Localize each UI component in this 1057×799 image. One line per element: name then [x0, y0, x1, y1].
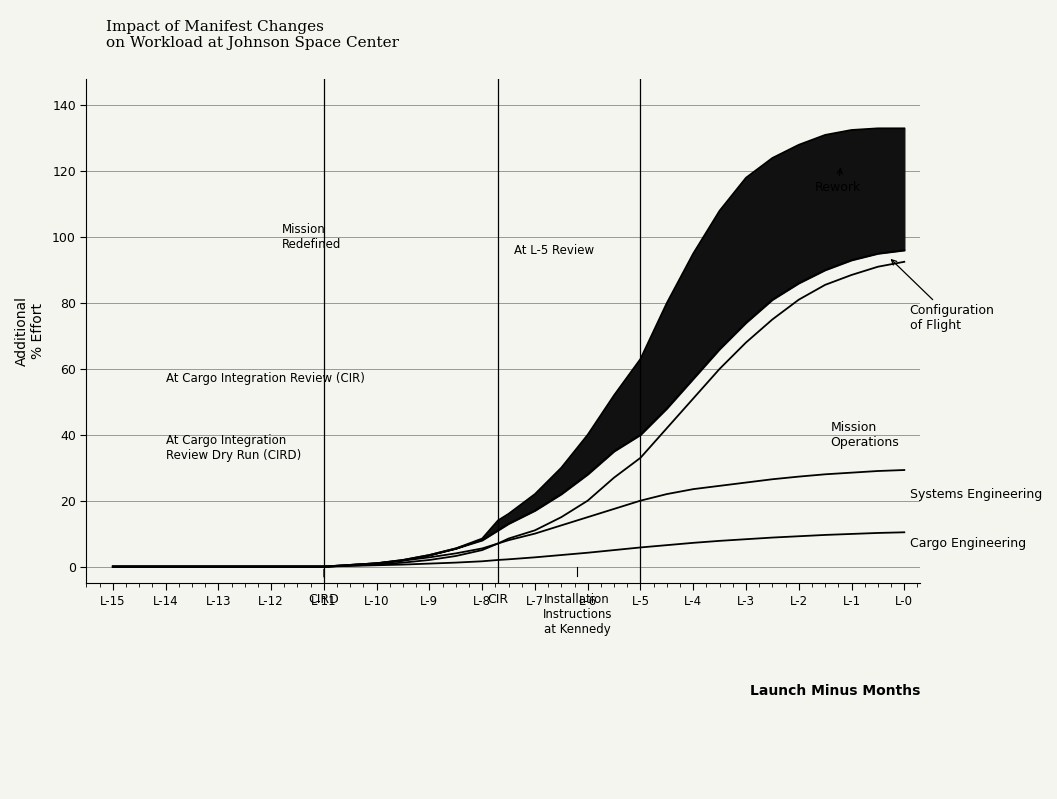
Text: Configuration
of Flight: Configuration of Flight: [891, 260, 995, 332]
Text: Cargo Engineering: Cargo Engineering: [910, 537, 1025, 550]
Text: Installation
Instructions
at Kennedy: Installation Instructions at Kennedy: [542, 593, 612, 636]
Text: CIRD: CIRD: [309, 593, 339, 606]
Text: Impact of Manifest Changes
on Workload at Johnson Space Center: Impact of Manifest Changes on Workload a…: [106, 20, 398, 50]
Text: Rework: Rework: [815, 169, 860, 194]
Text: At L-5 Review: At L-5 Review: [514, 244, 594, 256]
Text: At Cargo Integration Review (CIR): At Cargo Integration Review (CIR): [166, 372, 365, 385]
Text: At Cargo Integration
Review Dry Run (CIRD): At Cargo Integration Review Dry Run (CIR…: [166, 434, 301, 462]
Y-axis label: Additional
% Effort: Additional % Effort: [15, 296, 45, 366]
Text: Mission
Operations: Mission Operations: [831, 421, 900, 449]
Text: Launch Minus Months: Launch Minus Months: [749, 684, 921, 698]
Text: Mission
Redefined: Mission Redefined: [281, 223, 341, 251]
Text: Systems Engineering: Systems Engineering: [910, 487, 1042, 500]
Text: CIR: CIR: [487, 593, 508, 606]
